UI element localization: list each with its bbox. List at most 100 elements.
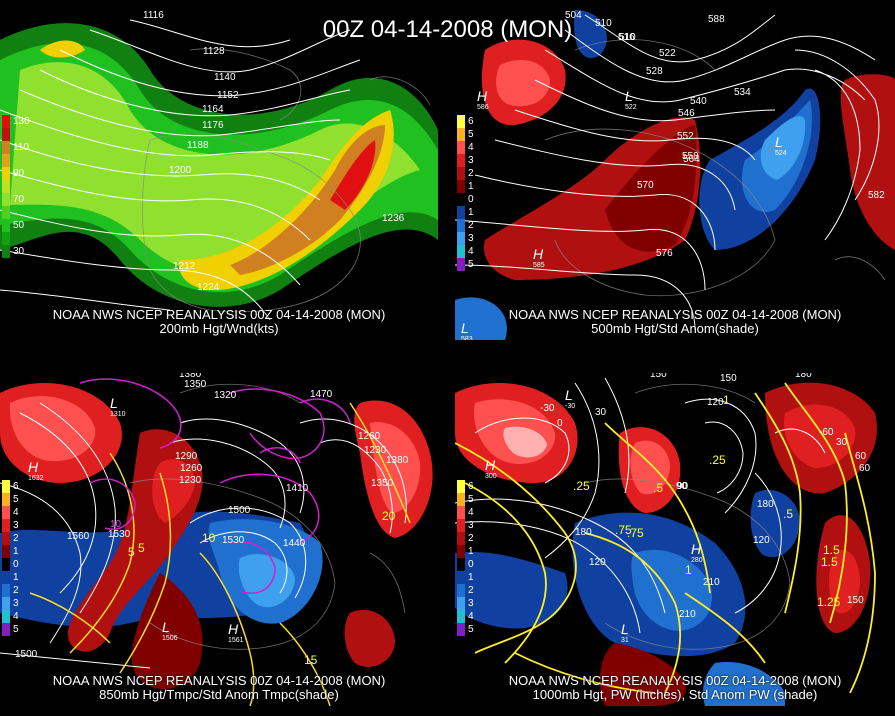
- contour-label: 534: [734, 87, 751, 98]
- contour-label: 1176: [202, 120, 224, 131]
- pw-label: 1: [685, 563, 692, 577]
- contour-label: 1560: [67, 531, 90, 542]
- contour-label: 120: [589, 557, 606, 568]
- temp-label: 20: [382, 509, 396, 523]
- temp-label: 10: [202, 531, 216, 545]
- contour-label: 588: [708, 14, 725, 25]
- panel-caption-line2: 200mb Hgt/Wnd(kts): [159, 321, 279, 336]
- contour-label: 180: [795, 373, 812, 380]
- pw-label: .5: [653, 481, 664, 495]
- contour-label: 90: [677, 481, 689, 492]
- pw-label: 1.5: [823, 543, 840, 557]
- contour-label: 1500: [228, 505, 251, 516]
- low-center: L 522: [625, 88, 637, 111]
- pw-label: .5: [783, 507, 794, 521]
- legend-1000mb: 6 5 4 3 2 1 0 1 2 3 4 5: [457, 480, 474, 636]
- contour-label: 180: [575, 527, 592, 538]
- contour-label: 528: [646, 66, 663, 77]
- contour-label: 1200: [169, 165, 192, 176]
- contour-label: 1530: [108, 529, 131, 540]
- panel-caption-line2: 850mb Hgt/Tmpc/Std Anom Tmpc(shade): [99, 687, 339, 702]
- panel-caption-line1: NOAA NWS NCEP REANALYSIS 00Z 04-14-2008 …: [508, 673, 842, 688]
- high-center: H 280: [691, 541, 703, 564]
- contour-label: 1530: [222, 535, 245, 546]
- contour-label: 210: [703, 577, 720, 588]
- contour-label: 120: [707, 397, 724, 408]
- pw-label: .75: [627, 526, 644, 540]
- pw-label: .25: [709, 453, 726, 467]
- low-center: L 1310: [110, 395, 126, 418]
- contour-label: 582: [868, 190, 885, 201]
- contour-label: 1230: [179, 475, 202, 486]
- map-panel-850mb: 6 5 4 3 2 1 0 1 2 3 4 5 1380 1350 1320 1…: [0, 373, 438, 706]
- low-center: L 524: [775, 134, 787, 157]
- contour-label: 516: [618, 32, 635, 43]
- high-center: H 586: [477, 88, 489, 111]
- contour-label: 1188: [187, 140, 209, 151]
- map-500mb: [455, 10, 895, 340]
- contour-label: 564: [683, 154, 700, 165]
- pw-label: 1: [723, 393, 730, 407]
- contour-label: 60: [855, 451, 867, 462]
- low-center: L -30: [565, 387, 576, 410]
- panel-caption-line1: NOAA NWS NCEP REANALYSIS 00Z 04-14-2008 …: [508, 307, 842, 322]
- map-panel-1000mb: 6 5 4 3 2 1 0 1 2 3 4 5 150 180 120 30 -…: [455, 373, 895, 706]
- high-center: H 300: [485, 457, 497, 480]
- panel-caption-line1: NOAA NWS NCEP REANALYSIS 00Z 04-14-2008 …: [52, 673, 386, 688]
- contour-label: 0: [557, 418, 563, 429]
- map-850mb: [0, 373, 438, 706]
- contour-label: 510: [619, 32, 636, 43]
- temp-label: 15: [304, 653, 318, 667]
- map-panel-500mb: 6 5 4 3 2 1 0 1 2 3 4 5 504 510 516 522 …: [455, 10, 895, 340]
- map-1000mb: [455, 373, 895, 706]
- map-panel-200mb: 130 110 90 70 50 30 1116 1128 1140 1152 …: [0, 10, 438, 340]
- high-center: H 1632: [28, 459, 44, 482]
- low-center: L 31: [621, 621, 629, 644]
- contour-label: 522: [659, 48, 676, 59]
- contour-label: 570: [637, 180, 654, 191]
- contour-label: 90: [676, 481, 688, 492]
- contour-label: 120: [753, 535, 770, 546]
- contour-label: 1140: [214, 72, 236, 83]
- contour-label: 1470: [310, 389, 333, 400]
- contour-label: 576: [656, 248, 673, 259]
- contour-label: 1260: [358, 431, 381, 442]
- contour-label: 1320: [214, 390, 237, 401]
- pw-label: .25: [573, 479, 590, 493]
- page-title: 00Z 04-14-2008 (MON): [322, 16, 573, 43]
- contour-label: 1164: [202, 104, 224, 115]
- contour-label: 1116: [143, 10, 164, 21]
- contour-label: 30: [836, 437, 848, 448]
- contour-label: 180: [757, 499, 774, 510]
- low-center: L 583: [461, 320, 473, 340]
- contour-label: 1380: [179, 373, 202, 380]
- contour-label: 1380: [386, 455, 409, 466]
- contour-label: 1212: [173, 261, 196, 272]
- contour-label: 1224: [197, 282, 220, 293]
- pw-label: 1.25: [817, 595, 841, 609]
- contour-label: 1290: [175, 451, 198, 462]
- anomaly-label: 10: [110, 519, 122, 530]
- temp-label: 5: [128, 545, 135, 559]
- panel-caption-line2: 1000mb Hgt, PW (inches), Std Anom PW (sh…: [532, 687, 818, 702]
- contour-label: 1260: [180, 463, 203, 474]
- contour-label: 1350: [184, 379, 207, 390]
- contour-label: 1500: [15, 649, 38, 660]
- contour-label: 30: [595, 407, 607, 418]
- contour-label: 558: [682, 151, 699, 162]
- contour-label: 1230: [364, 445, 387, 456]
- contour-label: 1350: [371, 478, 394, 489]
- low-center: L 1506: [162, 619, 178, 642]
- contour-label: 150: [847, 595, 864, 606]
- high-center: H 585: [533, 246, 545, 269]
- high-center: H 1561: [228, 621, 244, 644]
- contour-label: 504: [565, 10, 582, 21]
- temp-label: 5: [138, 541, 145, 555]
- panel-caption-line1: NOAA NWS NCEP REANALYSIS 00Z 04-14-2008 …: [52, 307, 386, 322]
- contour-label: 552: [677, 131, 694, 142]
- contour-label: 1440: [283, 538, 306, 549]
- legend-200mb: 130 110 90 70 50 30: [2, 115, 30, 258]
- contour-label: 1410: [286, 483, 309, 494]
- contour-label: 546: [678, 108, 695, 119]
- contour-label: 510: [595, 18, 612, 29]
